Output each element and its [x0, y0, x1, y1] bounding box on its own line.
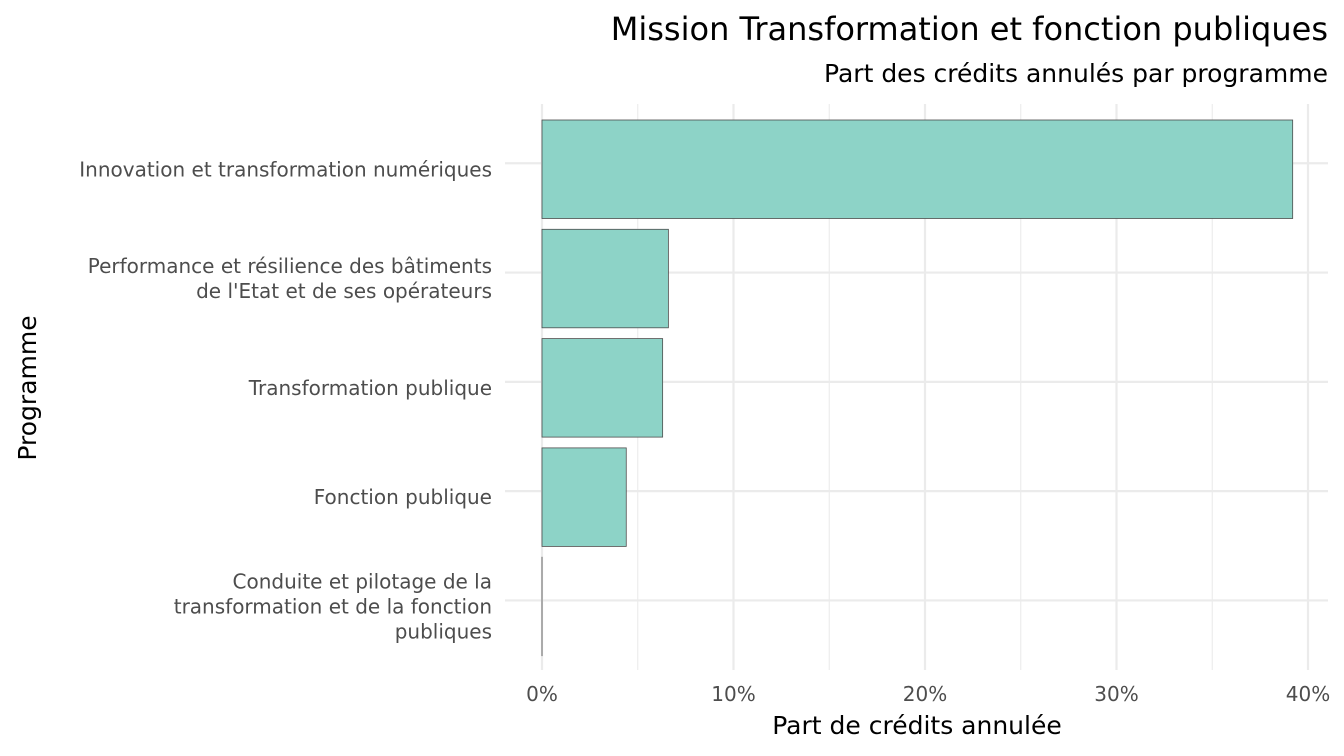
x-tick-label: 40%	[1286, 682, 1330, 706]
x-tick-label: 20%	[903, 682, 947, 706]
y-tick-label-line: Conduite et pilotage de la	[233, 569, 492, 593]
y-tick-label-line: de l'Etat et de ses opérateurs	[196, 279, 492, 303]
chart-subtitle: Part des crédits annulés par programme	[824, 59, 1328, 88]
bar	[541, 338, 664, 438]
y-tick-label: Performance et résilience des bâtiments d…	[88, 254, 492, 303]
x-tick-label: 10%	[711, 682, 755, 706]
y-tick-label-line: Performance et résilience des bâtiments	[88, 254, 492, 278]
y-tick-label-line: publiques	[395, 619, 492, 643]
x-axis-title: Part de crédits annulée	[772, 711, 1062, 740]
y-tick-label: Conduite et pilotage de la transformation…	[174, 569, 492, 643]
bar	[541, 119, 1294, 219]
y-tick-label: Fonction publique	[314, 485, 492, 509]
chart-bars	[541, 119, 1294, 657]
y-tick-label-line: Transformation publique	[248, 376, 492, 400]
bar	[541, 447, 627, 547]
chart-title: Mission Transformation et fonction publi…	[611, 10, 1328, 48]
y-tick-label-line: transformation et de la fonction	[174, 594, 492, 618]
y-axis-tick-labels: Innovation et transformation numériques P…	[79, 157, 492, 643]
x-axis-tick-labels: 0% 10% 20% 30% 40%	[526, 682, 1330, 706]
y-tick-label-line: Innovation et transformation numériques	[79, 157, 492, 181]
bar	[541, 228, 669, 329]
y-tick-label-line: Fonction publique	[314, 485, 492, 509]
y-tick-label: Transformation publique	[248, 376, 492, 400]
y-axis-title: Programme	[13, 315, 42, 460]
y-tick-label: Innovation et transformation numériques	[79, 157, 492, 181]
x-tick-label: 0%	[526, 682, 558, 706]
x-tick-label: 30%	[1094, 682, 1138, 706]
